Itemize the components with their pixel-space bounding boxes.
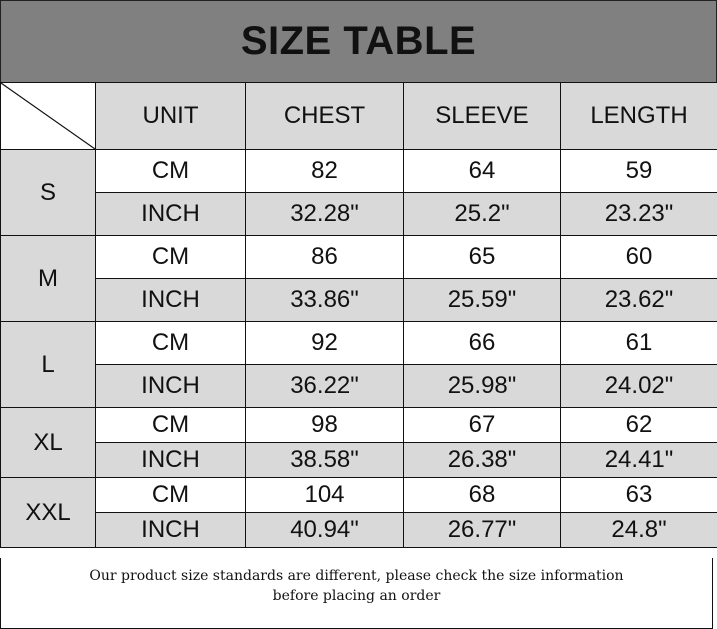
chest-cell: 38.58" [245,442,404,478]
unit-cell: CM [95,477,246,513]
table-row: INCH 38.58" 26.38" 24.41" [1,442,717,478]
table-row: INCH 33.86" 25.59" 23.62" [1,278,717,322]
length-cell: 23.62" [560,278,717,322]
table-row: XL CM 98 67 62 [0,407,717,478]
table-row: INCH 36.22" 25.98" 24.02" [1,364,717,408]
length-cell: 60 [560,235,717,279]
table-row: M CM 86 65 60 [0,235,717,322]
length-cell: 62 [560,407,717,443]
size-label: M [0,235,96,322]
diagonal-line-icon [1,83,95,149]
sleeve-cell: 26.38" [403,442,561,478]
size-label: L [0,321,96,408]
chest-cell: 36.22" [245,364,404,408]
header-sleeve: SLEEVE [403,82,561,150]
header-row: UNIT CHEST SLEEVE LENGTH [0,82,717,150]
sleeve-cell: 64 [403,149,561,193]
chest-cell: 86 [245,235,404,279]
chest-cell: 82 [245,149,404,193]
length-cell: 59 [560,149,717,193]
table-row: INCH 32.28" 25.2" 23.23" [1,192,717,236]
sleeve-cell: 25.59" [403,278,561,322]
chest-cell: 40.94" [245,512,404,548]
unit-cell: CM [95,321,246,365]
table-row: XXL CM 104 68 63 [0,477,717,548]
unit-cell: INCH [95,278,246,322]
length-cell: 23.23" [560,192,717,236]
unit-cell: INCH [95,512,246,548]
chest-cell: 104 [245,477,404,513]
length-cell: 24.41" [560,442,717,478]
length-cell: 61 [560,321,717,365]
page-title: SIZE TABLE [0,0,717,82]
size-label: S [0,149,96,236]
chest-cell: 33.86" [245,278,404,322]
size-label: XL [0,407,96,478]
header-unit: UNIT [95,82,246,150]
footer-line-1: Our product size standards are different… [89,568,624,584]
size-table: UNIT CHEST SLEEVE LENGTH S CM 82 64 59 INCH 32… [0,82,717,548]
unit-cell: INCH [95,442,246,478]
sleeve-cell: 68 [403,477,561,513]
corner-cell [0,82,96,150]
unit-cell: INCH [95,192,246,236]
unit-cell: CM [95,149,246,193]
unit-cell: INCH [95,364,246,408]
length-cell: 24.02" [560,364,717,408]
sleeve-cell: 26.77" [403,512,561,548]
footer-line-2: before placing an order [272,588,441,604]
sleeve-cell: 25.98" [403,364,561,408]
sleeve-cell: 65 [403,235,561,279]
table-row: INCH 40.94" 26.77" 24.8" [1,512,717,548]
chest-cell: 32.28" [245,192,404,236]
chest-cell: 98 [245,407,404,443]
header-chest: CHEST [245,82,404,150]
header-length: LENGTH [560,82,717,150]
unit-cell: CM [95,407,246,443]
footer-note: Our product size standards are different… [0,558,713,629]
sleeve-cell: 67 [403,407,561,443]
table-row: L CM 92 66 61 [0,321,717,408]
length-cell: 24.8" [560,512,717,548]
length-cell: 63 [560,477,717,513]
unit-cell: CM [95,235,246,279]
sleeve-cell: 25.2" [403,192,561,236]
chest-cell: 92 [245,321,404,365]
sleeve-cell: 66 [403,321,561,365]
size-label: XXL [0,477,96,548]
table-row: S CM 82 64 59 [0,149,717,236]
